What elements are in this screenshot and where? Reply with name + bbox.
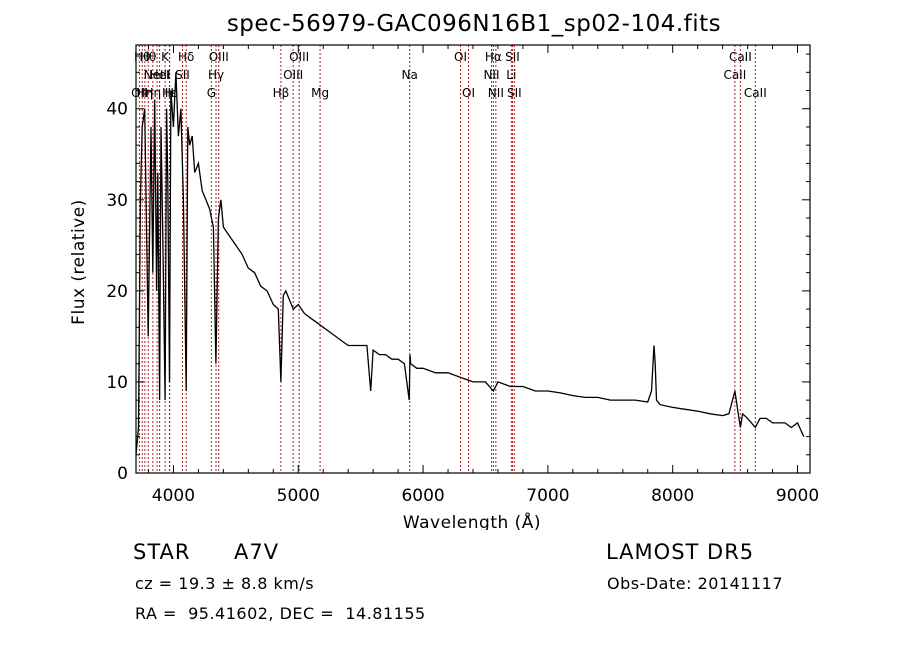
survey-release: LAMOST DR5 <box>606 540 755 564</box>
x-tick-label: 9000 <box>776 486 819 506</box>
line-marker-label: NII <box>483 68 499 82</box>
y-tick-label: 0 <box>117 464 128 484</box>
sky-coordinates: RA = 95.41602, DEC = 14.81155 <box>135 604 426 623</box>
line-marker-label: Hδ <box>178 50 194 64</box>
x-tick-label: 5000 <box>277 486 320 506</box>
x-tick-label: 6000 <box>401 486 444 506</box>
spectral-subclass: A7V <box>234 540 280 564</box>
line-marker-label: Li <box>506 68 516 82</box>
line-marker-label: SII <box>507 86 522 100</box>
x-tick-label: 7000 <box>526 486 569 506</box>
line-marker-label: SII <box>505 50 520 64</box>
line-marker-label: CaII <box>723 68 746 82</box>
x-tick-label: 8000 <box>651 486 694 506</box>
line-marker-label: Hα <box>485 50 502 64</box>
chart-title: spec-56979-GAC096N16B1_sp02-104.fits <box>227 11 721 37</box>
y-tick-label: 10 <box>106 373 128 393</box>
line-marker-label: OIII <box>289 50 309 64</box>
line-marker-label: Hη <box>137 86 154 100</box>
y-tick-label: 30 <box>106 191 128 211</box>
y-axis: 0 10 20 30 40 <box>106 53 810 484</box>
line-marker-label: Na <box>402 68 418 82</box>
line-marker-label: G <box>207 86 216 100</box>
line-marker-label: HeI <box>150 68 170 82</box>
line-marker-label: Hθ <box>140 50 156 64</box>
line-marker-label: Hθ <box>134 50 150 64</box>
line-marker-label: OII <box>131 86 148 100</box>
line-marker-label: K <box>161 50 170 64</box>
line-marker-label: NeIII <box>144 68 171 82</box>
y-tick-label: 20 <box>106 282 128 302</box>
plot-frame <box>135 44 811 474</box>
y-axis-label: Flux (relative) <box>69 199 89 325</box>
spectrum-line <box>135 72 805 455</box>
line-marker-label: H <box>165 86 174 100</box>
line-marker-label: Hβ <box>273 86 290 100</box>
line-marker-label: Hη <box>145 86 162 100</box>
x-tick-label: 4000 <box>152 486 195 506</box>
line-marker-label: OI <box>462 86 475 100</box>
line-marker-label: NII <box>488 86 504 100</box>
line-marker-label: Hε <box>162 86 178 100</box>
line-marker-label: CaII <box>744 86 767 100</box>
observation-date: Obs-Date: 20141117 <box>607 574 784 593</box>
redshift-velocity: cz = 19.3 ± 8.8 km/s <box>135 574 315 593</box>
object-class: STAR <box>133 540 191 564</box>
line-marker-label: Mg <box>311 86 329 100</box>
y-tick-label: 40 <box>106 100 128 120</box>
line-marker-label: OIII <box>283 68 303 82</box>
emission-line-markers <box>138 45 756 473</box>
spectrum-chart: spec-56979-GAC096N16B1_sp02-104.fits OII… <box>69 11 819 530</box>
line-marker-label: OIII <box>209 50 229 64</box>
x-axis-label: Wavelength (Å) <box>403 511 541 530</box>
line-marker-label: SII <box>175 68 190 82</box>
line-marker-label: CaII <box>729 50 752 64</box>
x-axis: 4000 5000 6000 7000 8000 9000 <box>147 45 819 506</box>
line-marker-label: Hγ <box>208 68 224 82</box>
line-marker-label: OI <box>454 50 467 64</box>
